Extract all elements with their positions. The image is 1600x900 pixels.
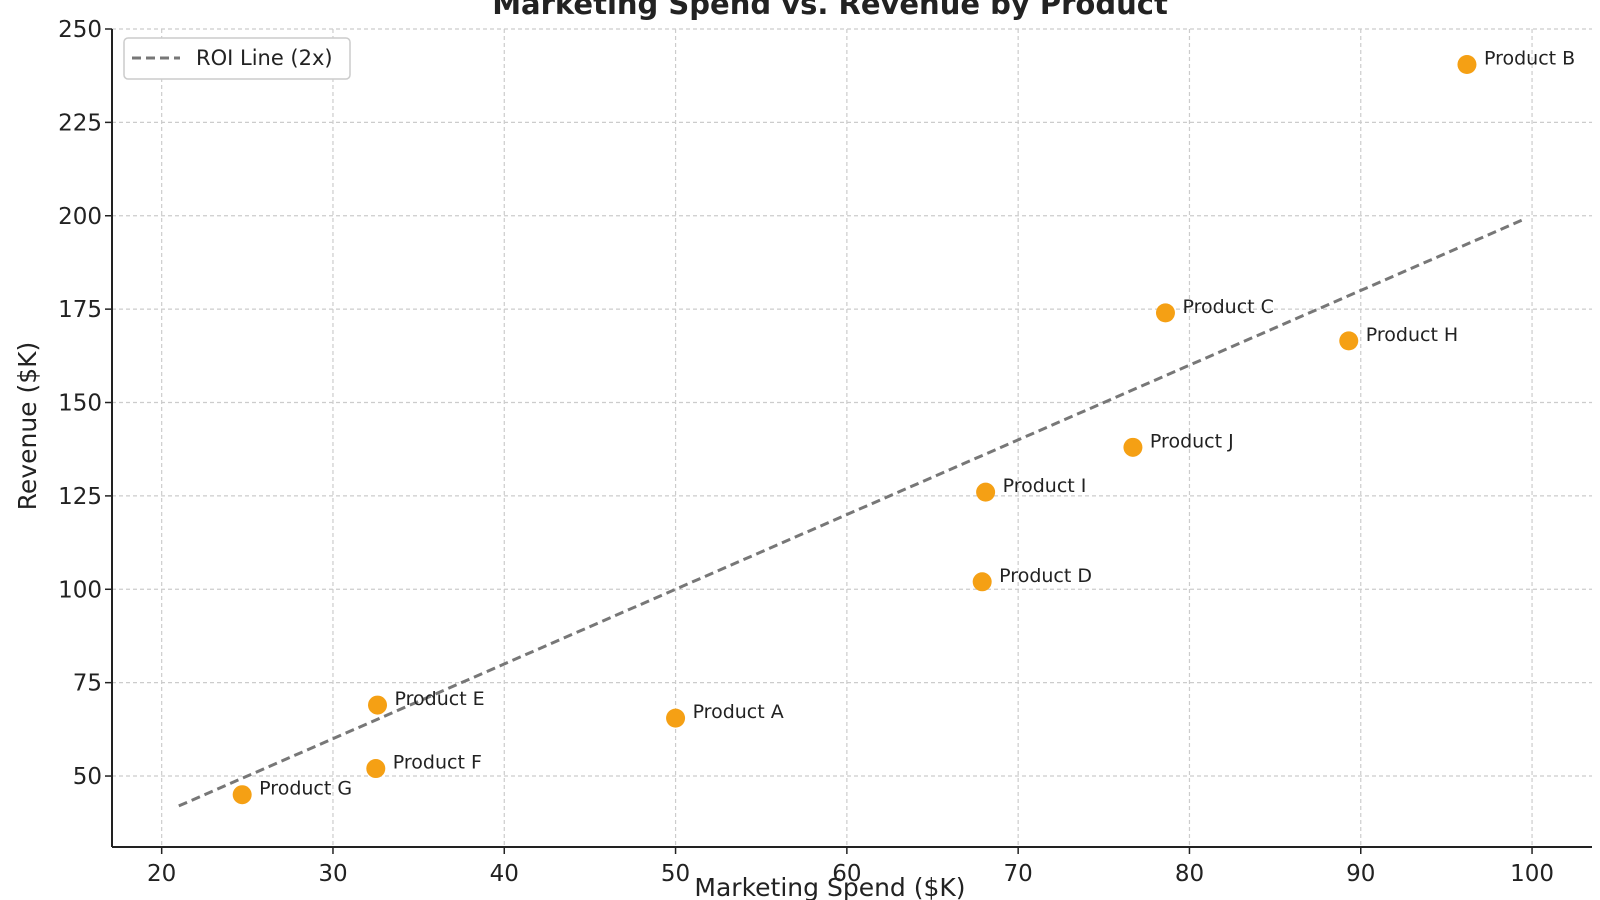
y-tick-label: 75 bbox=[73, 671, 102, 697]
x-tick-label: 30 bbox=[318, 861, 347, 887]
y-axis-label: Revenue ($K) bbox=[13, 342, 42, 511]
data-point bbox=[976, 482, 996, 502]
chart-title: Marketing Spend vs. Revenue by Product bbox=[492, 0, 1168, 21]
point-label: Product B bbox=[1484, 47, 1575, 69]
x-tick-label: 40 bbox=[490, 861, 519, 887]
data-point bbox=[972, 572, 992, 592]
y-tick-label: 225 bbox=[58, 110, 102, 136]
point-label: Product E bbox=[395, 688, 485, 710]
x-tick-label: 100 bbox=[1510, 861, 1554, 887]
data-point bbox=[1339, 331, 1359, 351]
legend-box bbox=[123, 37, 351, 80]
point-label: Product A bbox=[693, 701, 784, 723]
point-label: Product G bbox=[259, 778, 352, 800]
point-label: Product I bbox=[1003, 475, 1087, 497]
data-point bbox=[368, 695, 388, 715]
y-tick-label: 125 bbox=[58, 484, 102, 510]
x-tick-label: 80 bbox=[1175, 861, 1204, 887]
data-point bbox=[232, 785, 252, 805]
point-label: Product C bbox=[1182, 296, 1273, 318]
point-label: Product D bbox=[999, 565, 1092, 587]
data-point bbox=[1155, 303, 1175, 323]
y-ticks: 50 75 100 125 150 175 200 225 250 bbox=[58, 17, 112, 790]
data-point bbox=[366, 759, 386, 779]
point-label: Product H bbox=[1366, 324, 1458, 346]
legend: ROI Line (2x) bbox=[123, 37, 351, 80]
y-tick-label: 100 bbox=[58, 577, 102, 603]
grid bbox=[112, 28, 1592, 847]
point-labels: Product A Product B Product C Product D Prod… bbox=[259, 47, 1575, 799]
x-tick-label: 20 bbox=[147, 861, 176, 887]
legend-label: ROI Line (2x) bbox=[196, 46, 333, 70]
data-point bbox=[666, 708, 686, 728]
x-tick-label: 90 bbox=[1346, 861, 1375, 887]
roi-reference-line bbox=[178, 217, 1526, 808]
x-tick-label: 50 bbox=[661, 861, 690, 887]
x-axis-label: Marketing Spend ($K) bbox=[694, 873, 965, 900]
y-tick-label: 150 bbox=[58, 391, 102, 417]
data-point bbox=[1123, 437, 1143, 457]
x-tick-label: 70 bbox=[1004, 861, 1033, 887]
y-tick-label: 175 bbox=[58, 297, 102, 323]
axes bbox=[111, 29, 1592, 848]
point-label: Product J bbox=[1150, 430, 1234, 452]
x-tick-label: 60 bbox=[832, 861, 861, 887]
data-point bbox=[1457, 54, 1477, 74]
y-tick-label: 50 bbox=[73, 764, 102, 790]
y-tick-label: 250 bbox=[58, 17, 102, 43]
point-label: Product F bbox=[393, 752, 482, 774]
roi-line-layer bbox=[178, 217, 1526, 808]
data-points bbox=[232, 54, 1477, 805]
y-tick-label: 200 bbox=[58, 204, 102, 230]
x-ticks: 20 30 40 50 60 70 80 90 100 bbox=[147, 847, 1554, 887]
